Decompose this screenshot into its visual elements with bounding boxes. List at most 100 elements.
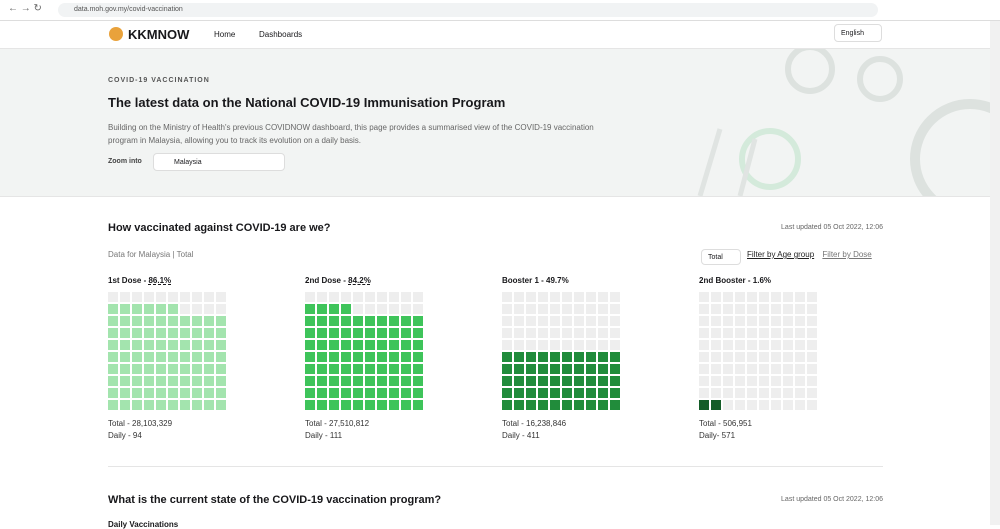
filled-cell	[168, 376, 178, 386]
empty-cell	[586, 304, 596, 314]
filled-cell	[365, 340, 375, 350]
empty-cell	[759, 328, 769, 338]
empty-cell	[192, 292, 202, 302]
filled-cell	[156, 352, 166, 362]
empty-cell	[699, 352, 709, 362]
empty-cell	[771, 292, 781, 302]
empty-cell	[783, 352, 793, 362]
empty-cell	[586, 328, 596, 338]
filled-cell	[377, 328, 387, 338]
total: Total - 27,510,812	[305, 419, 370, 428]
filled-cell	[156, 328, 166, 338]
empty-cell	[795, 328, 805, 338]
empty-cell	[759, 388, 769, 398]
filled-cell	[144, 400, 154, 410]
nav-buttons[interactable]: ← → ↻	[8, 3, 42, 14]
hero-description: Building on the Ministry of Health's pre…	[108, 123, 594, 145]
nav-link[interactable]: Dashboards	[259, 30, 303, 39]
empty-cell	[723, 292, 733, 302]
divider	[108, 466, 883, 467]
filled-cell	[389, 340, 399, 350]
filled-cell	[168, 352, 178, 362]
empty-cell	[365, 304, 375, 314]
empty-cell	[413, 304, 423, 314]
filled-cell	[192, 376, 202, 386]
empty-cell	[389, 292, 399, 302]
filled-cell	[204, 376, 214, 386]
filled-cell	[550, 364, 560, 374]
filled-cell	[192, 316, 202, 326]
empty-cell	[562, 316, 572, 326]
filled-cell	[586, 376, 596, 386]
filled-cell	[550, 352, 560, 362]
filled-cell	[598, 400, 608, 410]
empty-cell	[538, 304, 548, 314]
filled-cell	[413, 376, 423, 386]
filled-cell	[305, 376, 315, 386]
empty-cell	[759, 376, 769, 386]
empty-cell	[747, 352, 757, 362]
address-bar[interactable]: data.moh.gov.my/covid-vaccination	[58, 3, 878, 17]
empty-cell	[598, 304, 608, 314]
empty-cell	[699, 316, 709, 326]
empty-cell	[771, 364, 781, 374]
dose-label: Booster 1 -	[502, 276, 547, 285]
filled-cell	[132, 364, 142, 374]
filled-cell	[401, 352, 411, 362]
empty-cell	[538, 292, 548, 302]
waffle-fill	[699, 400, 721, 410]
language-select[interactable]: English	[834, 24, 882, 42]
empty-cell	[120, 292, 130, 302]
empty-cell	[783, 292, 793, 302]
filled-cell	[168, 400, 178, 410]
filled-cell	[132, 376, 142, 386]
empty-cell	[526, 316, 536, 326]
nav-link[interactable]: Home	[214, 30, 236, 39]
filled-cell	[341, 400, 351, 410]
filter-tab[interactable]: Filter by Dose	[822, 250, 872, 259]
zoom-select[interactable]: Malaysia	[153, 153, 285, 171]
filled-cell	[120, 352, 130, 362]
filled-cell	[168, 304, 178, 314]
filter-tab[interactable]: Filter by Age group	[747, 250, 815, 259]
filled-cell	[144, 328, 154, 338]
filled-cell	[329, 400, 339, 410]
filled-cell	[216, 364, 226, 374]
empty-cell	[747, 376, 757, 386]
filled-cell	[144, 340, 154, 350]
empty-cell	[771, 316, 781, 326]
filled-cell	[192, 340, 202, 350]
filled-cell	[144, 304, 154, 314]
empty-cell	[807, 388, 817, 398]
filled-cell	[108, 400, 118, 410]
navbar: KKMNOW Home Dashboards English	[0, 21, 990, 49]
filled-cell	[413, 352, 423, 362]
filled-cell	[156, 304, 166, 314]
filled-cell	[562, 352, 572, 362]
empty-cell	[723, 328, 733, 338]
brand[interactable]: KKMNOW	[128, 27, 190, 42]
filled-cell	[377, 364, 387, 374]
filled-cell	[329, 364, 339, 374]
empty-cell	[711, 316, 721, 326]
empty-cell	[538, 340, 548, 350]
filter-select[interactable]: Total	[701, 249, 741, 265]
empty-cell	[305, 292, 315, 302]
empty-cell	[807, 340, 817, 350]
filled-cell	[168, 388, 178, 398]
filled-cell	[401, 400, 411, 410]
filled-cell	[341, 364, 351, 374]
empty-cell	[747, 388, 757, 398]
empty-cell	[562, 340, 572, 350]
dose-label: 2nd Dose -	[305, 276, 349, 285]
filled-cell	[413, 400, 423, 410]
dose-percent: 86.1%	[148, 276, 172, 285]
filled-cell	[132, 388, 142, 398]
filled-cell	[329, 388, 339, 398]
empty-cell	[735, 352, 745, 362]
filled-cell	[120, 376, 130, 386]
filled-cell	[562, 364, 572, 374]
waffle-heading: 2nd Booster - 1.6%	[699, 276, 771, 285]
filled-cell	[514, 352, 524, 362]
hero-illustration	[697, 49, 990, 196]
